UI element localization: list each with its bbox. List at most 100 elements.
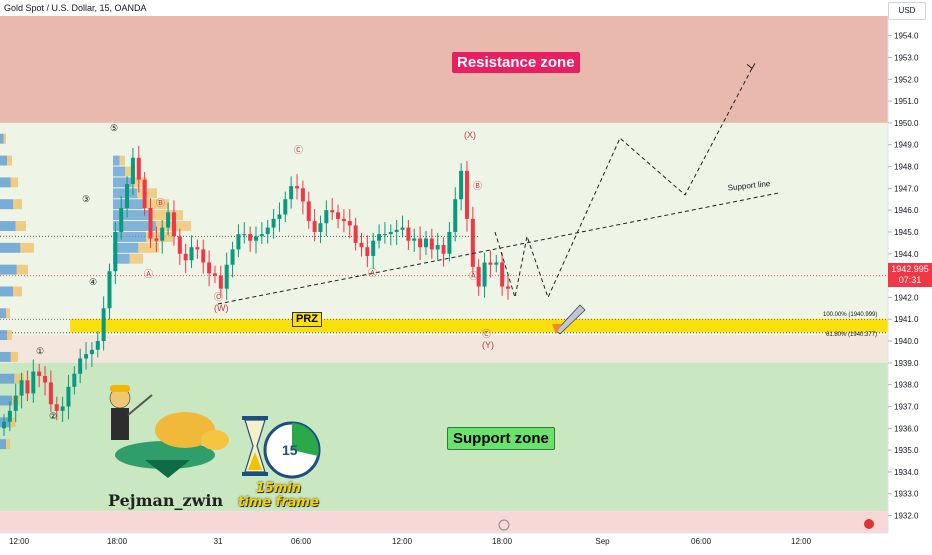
support-zone: [0, 362, 888, 512]
candle-body: [189, 247, 194, 261]
candle-body: [236, 234, 241, 250]
hourglass-sand: [248, 452, 262, 470]
candle-body: [248, 234, 253, 241]
candle-body: [101, 308, 106, 342]
volume-profile-bar: [7, 330, 12, 341]
candle-body: [330, 210, 335, 213]
volume-profile-bar: [113, 155, 120, 166]
last-price-value: 1942.995: [891, 264, 929, 274]
candle-body: [295, 186, 300, 189]
volume-profile-bar: [113, 210, 152, 221]
y-tick-label: 1947.0: [894, 184, 919, 193]
y-tick-label: 1944.0: [894, 250, 919, 259]
candle-body: [171, 212, 176, 237]
support-line-label: Support line: [727, 179, 771, 192]
wave-label: Ⓒ: [294, 145, 303, 155]
volume-profile-bar: [0, 264, 17, 275]
candle-body: [154, 238, 159, 241]
volume-profile-bar: [0, 351, 11, 362]
candle-body: [218, 275, 223, 289]
y-tick-label: 1932.0: [894, 512, 919, 521]
y-tick-label: 1948.0: [894, 163, 919, 172]
candle-body: [371, 240, 376, 256]
candle-body: [78, 358, 83, 374]
volume-profile-bar: [113, 253, 130, 264]
y-tick-label: 1939.0: [894, 359, 919, 368]
candle-body: [500, 262, 505, 287]
currency-button[interactable]: USD: [888, 2, 926, 20]
wave-label: Ⓐ: [144, 269, 153, 279]
wave-label: (W): [214, 303, 229, 313]
volume-profile-bar: [0, 330, 8, 341]
candle-body: [89, 349, 94, 355]
candle-body: [48, 382, 53, 405]
volume-profile-bar: [3, 133, 6, 144]
candle-body: [230, 249, 235, 265]
volume-profile-bar: [0, 242, 21, 253]
volume-profile-bar: [10, 177, 18, 188]
candle-body: [259, 234, 264, 237]
wave-label: Ⓐ: [368, 268, 377, 278]
candle-body: [423, 238, 428, 248]
rocket-body: [555, 304, 586, 335]
volume-profile-bar: [0, 221, 16, 231]
volume-profile-bar: [113, 177, 132, 188]
candle-body: [312, 221, 317, 232]
candle-body: [412, 238, 417, 241]
flag-icon[interactable]: [864, 519, 874, 529]
x-tick-label: 06:00: [291, 537, 312, 546]
gold-pile: [155, 412, 215, 448]
prz-band: [70, 319, 888, 333]
candle-body: [125, 183, 130, 208]
wave-label: ②: [49, 411, 57, 421]
replay-icon[interactable]: [498, 519, 510, 531]
volume-profile-bar: [113, 231, 146, 242]
support-zone-label: Support zone: [447, 427, 555, 450]
y-tick-label: 1942.0: [894, 293, 919, 302]
bottom-band: [0, 511, 888, 533]
candle-body: [25, 380, 30, 394]
candle-body: [95, 341, 100, 350]
volume-profile-bar: [113, 242, 139, 253]
support-line: [217, 192, 781, 305]
candle-body: [242, 234, 247, 236]
candle-body: [54, 404, 59, 411]
candle-body: [160, 227, 165, 241]
volume-profile-bar: [10, 351, 18, 362]
candle-body: [107, 271, 112, 309]
candle-body: [324, 210, 329, 224]
volume-profile-bar: [13, 199, 22, 210]
candle-body: [84, 354, 89, 359]
miner-body: [111, 408, 129, 440]
candle-body: [394, 229, 399, 232]
candle-body: [7, 410, 12, 422]
x-tick-label: 31: [214, 537, 223, 546]
timeframe-line-2: time frame: [238, 495, 319, 510]
wave-label: ①: [36, 346, 44, 356]
candle-body: [388, 231, 393, 235]
candle-body: [148, 207, 153, 239]
candle-body: [183, 253, 188, 261]
y-tick-label: 1945.0: [894, 228, 919, 237]
candle-body: [476, 266, 481, 287]
candle-body: [289, 186, 294, 200]
candle-body: [207, 262, 212, 274]
candle-body: [195, 247, 200, 250]
candle-body: [494, 262, 499, 265]
candle-body: [353, 225, 358, 243]
projection-arrowhead: [746, 63, 756, 70]
candle-body: [201, 249, 206, 263]
miner-helmet: [110, 385, 130, 392]
volume-profile-bar: [113, 166, 126, 177]
symbol-title[interactable]: Gold Spot / U.S. Dollar, 15, OANDA: [4, 3, 147, 13]
fib-618-label: 61.80% (1940.377): [826, 332, 877, 338]
candle-body: [37, 371, 42, 376]
y-tick-label: 1934.0: [894, 468, 919, 477]
candle-body: [400, 227, 405, 230]
y-tick-label: 1949.0: [894, 141, 919, 150]
timeframe-line-1: 15min: [255, 481, 302, 496]
time-axis-bg: [0, 533, 932, 550]
gold-nugget: [201, 430, 229, 450]
